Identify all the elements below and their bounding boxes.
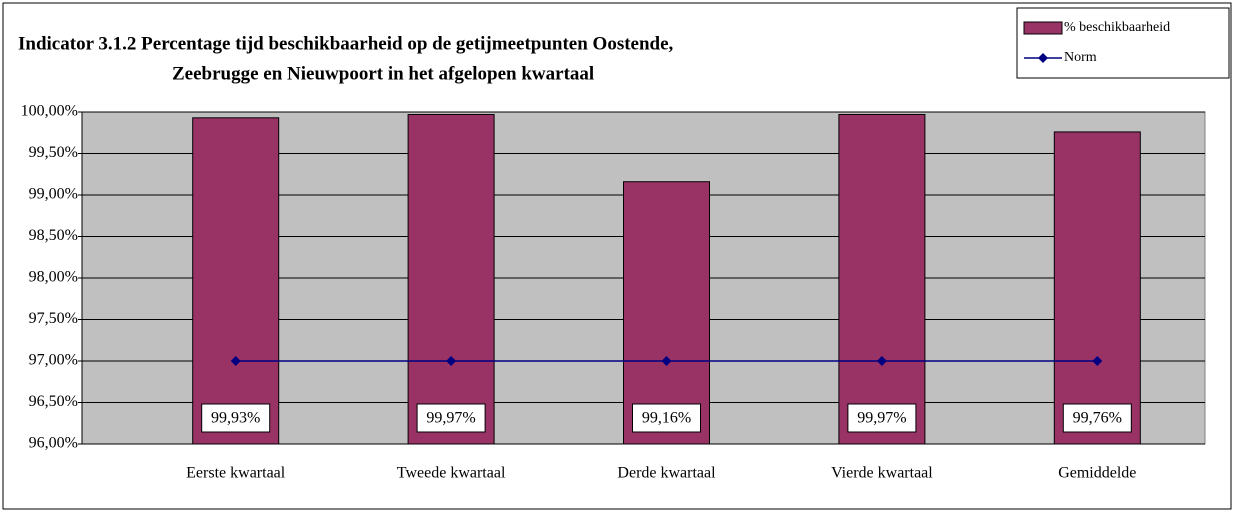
y-tick-label: 99,00% <box>29 186 78 203</box>
chart-title: Indicator 3.1.2 Percentage tijd beschikb… <box>18 33 674 54</box>
value-label: 99,93% <box>211 410 260 427</box>
norm-marker <box>446 356 457 366</box>
value-label-box <box>1062 403 1132 433</box>
x-tick-label: Derde kwartaal <box>617 465 716 482</box>
y-tick-label: 98,00% <box>29 269 78 286</box>
value-label-box <box>632 403 701 433</box>
norm-marker <box>661 356 672 366</box>
y-tick-label: 99,50% <box>29 144 78 161</box>
norm-marker <box>876 356 887 366</box>
legend-box <box>1016 7 1230 79</box>
y-tick-label: 97,50% <box>29 310 78 327</box>
value-label-box <box>847 403 917 433</box>
value-label: 99,97% <box>426 410 475 427</box>
value-label-box <box>416 403 486 433</box>
legend-swatch <box>1023 21 1063 35</box>
bar <box>838 113 926 445</box>
chart-title: Zeebrugge en Nieuwpoort in het afgelopen… <box>172 63 594 84</box>
bar <box>623 181 710 445</box>
legend-label: Norm <box>1064 50 1097 65</box>
x-tick-label: Tweede kwartaal <box>397 465 506 482</box>
legend-marker <box>1038 53 1048 63</box>
x-tick-label: Eerste kwartaal <box>186 465 286 482</box>
x-tick-label: Vierde kwartaal <box>831 465 933 482</box>
value-label: 99,16% <box>642 410 691 427</box>
y-tick-label: 98,50% <box>29 227 78 244</box>
y-tick-label: 96,50% <box>29 393 78 410</box>
y-tick-label: 100,00% <box>21 103 78 120</box>
bar <box>407 113 495 445</box>
x-tick-label: Gemiddelde <box>1058 465 1136 482</box>
value-label: 99,76% <box>1073 410 1122 427</box>
value-label-box <box>201 403 271 433</box>
norm-marker <box>230 356 241 366</box>
bar <box>1053 131 1141 445</box>
value-label: 99,97% <box>857 410 906 427</box>
y-tick-label: 97,00% <box>29 352 78 369</box>
legend-label: % beschikbaarheid <box>1064 20 1170 35</box>
y-tick-label: 96,00% <box>29 435 78 452</box>
bar <box>192 117 280 445</box>
norm-marker <box>1092 356 1103 366</box>
